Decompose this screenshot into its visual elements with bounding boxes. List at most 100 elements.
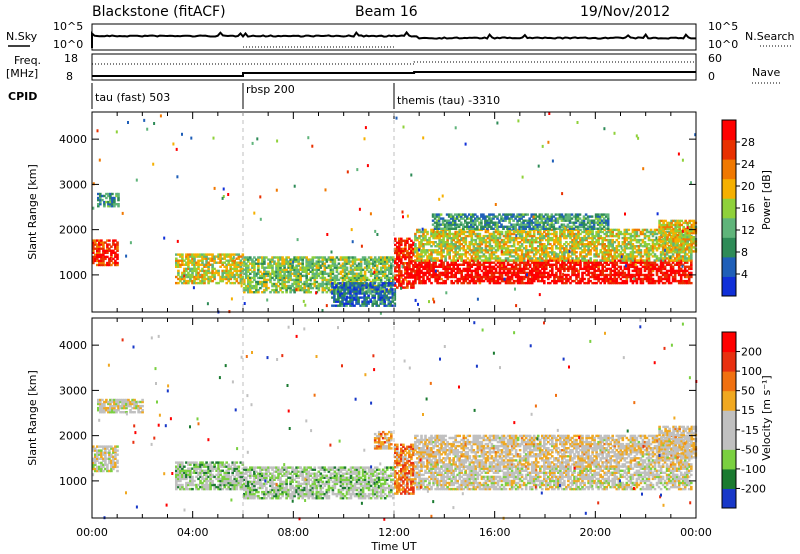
heatmap-cell [641, 265, 645, 268]
heatmap-cell [291, 268, 294, 271]
heatmap-cell [462, 263, 466, 266]
heatmap-cell [347, 300, 350, 303]
heatmap-cell [367, 286, 371, 290]
heatmap-cell [319, 272, 323, 275]
heatmap-cell [387, 284, 391, 287]
heatmap-cell [373, 288, 376, 291]
heatmap-cell [390, 262, 393, 265]
heatmap-cell [412, 276, 415, 279]
heatmap-cell [408, 266, 411, 269]
heatmap-cell [526, 261, 530, 264]
heatmap-cell [287, 280, 290, 284]
heatmap-cell [353, 296, 356, 299]
heatmap-cell [450, 267, 453, 271]
heatmap-cell [347, 292, 350, 295]
heatmap-cell [408, 245, 411, 249]
heatmap-cell [541, 261, 544, 264]
heatmap-cell [567, 259, 570, 262]
heatmap-cell [363, 274, 367, 278]
heatmap-cell [325, 266, 329, 269]
heatmap-cell [607, 273, 610, 277]
heatmap-cell [593, 261, 596, 264]
heatmap-cell [561, 281, 564, 285]
heatmap-cell [428, 277, 431, 281]
heatmap-cell [633, 261, 637, 264]
heatmap-cell [617, 269, 621, 273]
heatmap-cell [532, 279, 536, 283]
heatmap-cell [108, 261, 111, 265]
heatmap-cell [647, 269, 651, 273]
heatmap-cell [195, 275, 198, 279]
heatmap-cell [496, 271, 500, 275]
heatmap-cell [462, 277, 466, 281]
heatmap-cell [406, 237, 409, 240]
heatmap-cell [359, 286, 362, 289]
heatmap-cell [291, 288, 294, 292]
heatmap-cell [587, 267, 590, 271]
heatmap-cell [293, 260, 296, 263]
heatmap-cell [213, 259, 216, 262]
heatmap-cell [102, 247, 105, 250]
heatmap-cell [267, 262, 270, 265]
heatmap-cell [379, 300, 382, 303]
heatmap-cell [279, 266, 282, 269]
heatmap-cell [305, 274, 308, 278]
heatmap-cell [543, 273, 546, 277]
heatmap-cell [645, 259, 649, 262]
heatmap-cell [396, 274, 399, 277]
heatmap-cell [197, 265, 200, 268]
heatmap-cell [488, 277, 492, 281]
heatmap-cell [189, 275, 192, 279]
heatmap-cell [339, 302, 342, 305]
heatmap-cell [488, 241, 492, 244]
heatmap-cell [690, 263, 693, 266]
heatmap-cell [251, 270, 254, 273]
heatmap-cell [343, 288, 346, 291]
heatmap-cell [305, 282, 308, 286]
heatmap-cell [555, 273, 558, 277]
heatmap-cell [311, 272, 315, 275]
heatmap-cell [211, 265, 214, 268]
heatmap-cell [239, 267, 243, 271]
heatmap-cell [293, 258, 296, 261]
heatmap-cell [373, 290, 376, 293]
heatmap-cell [179, 279, 182, 283]
heatmap-cell [388, 266, 391, 269]
heatmap-cell [263, 284, 266, 288]
heatmap-cell [490, 265, 494, 268]
heatmap-cell [381, 290, 384, 293]
heatmap-cell [341, 304, 344, 307]
heatmap-cell [229, 273, 232, 277]
heatmap-cell [623, 271, 627, 275]
heatmap-cell [365, 286, 368, 289]
heatmap-cell [281, 278, 284, 282]
heatmap-cell [621, 275, 625, 279]
heatmap-cell [355, 290, 358, 293]
heatmap-cell [508, 275, 512, 279]
heatmap-cell [265, 278, 268, 282]
heatmap-cell [478, 275, 482, 279]
heatmap-cell [385, 258, 389, 261]
heatmap-cell [408, 262, 411, 265]
heatmap-cell [96, 251, 99, 254]
heatmap-cell [396, 241, 399, 244]
heatmap-cell [221, 273, 224, 277]
heatmap-cell [639, 273, 643, 277]
heatmap-cell [617, 275, 621, 279]
heatmap-cell [396, 255, 399, 259]
heatmap-cell [536, 265, 540, 268]
heatmap-cell [367, 282, 371, 286]
heatmap-cell [329, 280, 333, 284]
heatmap-cell [201, 253, 204, 256]
heatmap-cell [504, 279, 508, 283]
heatmap-cell [561, 265, 564, 268]
heatmap-cell [416, 275, 419, 279]
heatmap-cell [486, 261, 490, 264]
heatmap-cell [577, 263, 580, 266]
heatmap-cell [402, 249, 405, 253]
heatmap-cell [249, 258, 252, 261]
heatmap-cell [577, 281, 580, 285]
heatmap-cell [207, 279, 210, 283]
heatmap-cell [359, 260, 363, 263]
heatmap-cell [249, 262, 252, 265]
